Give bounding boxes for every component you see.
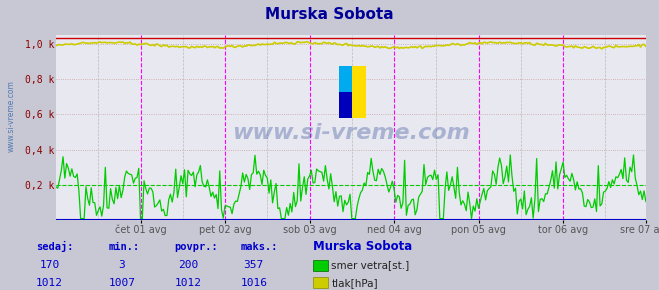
Text: 1007: 1007 [109, 278, 135, 288]
Text: www.si-vreme.com: www.si-vreme.com [7, 80, 16, 152]
Text: 170: 170 [40, 260, 59, 270]
Text: 3: 3 [119, 260, 125, 270]
Text: 200: 200 [178, 260, 198, 270]
Bar [339, 66, 353, 92]
Bar [339, 92, 353, 118]
Text: 357: 357 [244, 260, 264, 270]
Text: smer vetra[st.]: smer vetra[st.] [331, 260, 410, 270]
Text: min.:: min.: [109, 242, 140, 251]
Bar [353, 66, 366, 118]
Text: sedaj:: sedaj: [36, 241, 74, 252]
Text: maks.:: maks.: [241, 242, 278, 251]
Text: 1012: 1012 [36, 278, 63, 288]
Text: Murska Sobota: Murska Sobota [313, 240, 413, 253]
Text: www.si-vreme.com: www.si-vreme.com [232, 123, 470, 143]
Text: 1016: 1016 [241, 278, 267, 288]
Text: Murska Sobota: Murska Sobota [265, 7, 394, 22]
Text: tlak[hPa]: tlak[hPa] [331, 278, 378, 288]
Text: 1012: 1012 [175, 278, 201, 288]
Text: povpr.:: povpr.: [175, 242, 218, 251]
